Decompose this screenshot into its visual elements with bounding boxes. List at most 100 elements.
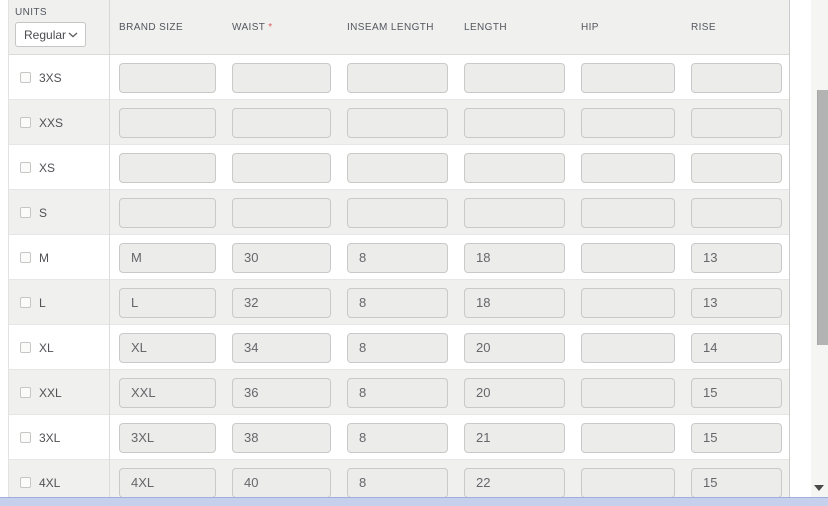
measurement-input-xs-length[interactable] — [464, 152, 565, 183]
measurement-cell — [223, 197, 338, 228]
horizontal-scrollbar[interactable] — [0, 497, 828, 506]
measurement-input-l-rise[interactable] — [691, 287, 782, 318]
measurement-cell — [223, 107, 338, 138]
measurement-cell — [455, 467, 572, 498]
row-size-label: XS — [39, 160, 56, 175]
measurement-input-3xs-length[interactable] — [464, 62, 565, 93]
measurement-input-s-inseam-length[interactable] — [347, 197, 448, 228]
measurement-input-3xs-brand-size[interactable] — [119, 62, 216, 93]
measurement-input-l-brand-size[interactable] — [119, 287, 216, 318]
measurement-cell — [223, 242, 338, 273]
measurement-input-l-inseam-length[interactable] — [347, 287, 448, 318]
measurement-input-4xl-inseam-length[interactable] — [347, 467, 448, 498]
row-checkbox[interactable] — [20, 387, 31, 398]
table-row-s: S — [9, 190, 789, 235]
measurement-input-l-hip[interactable] — [581, 287, 675, 318]
row-checkbox[interactable] — [20, 342, 31, 353]
measurement-input-3xl-rise[interactable] — [691, 422, 782, 453]
measurement-input-xxl-brand-size[interactable] — [119, 377, 216, 408]
column-header-inseam-length: INSEAM LENGTH — [347, 22, 434, 33]
measurement-cell — [572, 467, 682, 498]
measurement-input-xl-hip[interactable] — [581, 332, 675, 363]
measurement-cell — [110, 332, 223, 363]
row-checkbox[interactable] — [20, 117, 31, 128]
measurement-input-m-waist[interactable] — [232, 242, 331, 273]
measurement-input-3xs-inseam-length[interactable] — [347, 62, 448, 93]
measurement-cell — [110, 242, 223, 273]
measurement-input-s-waist[interactable] — [232, 197, 331, 228]
row-checkbox[interactable] — [20, 72, 31, 83]
measurement-input-3xs-rise[interactable] — [691, 62, 782, 93]
measurement-input-3xs-waist[interactable] — [232, 62, 331, 93]
measurement-input-xxl-inseam-length[interactable] — [347, 377, 448, 408]
measurement-input-m-hip[interactable] — [581, 242, 675, 273]
measurement-input-3xl-length[interactable] — [464, 422, 565, 453]
measurement-input-xxl-waist[interactable] — [232, 377, 331, 408]
measurement-input-xs-hip[interactable] — [581, 152, 675, 183]
row-size-label: M — [39, 250, 49, 265]
measurement-input-xxs-length[interactable] — [464, 107, 565, 138]
measurement-input-xl-waist[interactable] — [232, 332, 331, 363]
measurement-input-xxs-waist[interactable] — [232, 107, 331, 138]
measurement-input-xs-rise[interactable] — [691, 152, 782, 183]
measurement-cell — [682, 377, 789, 408]
measurement-input-4xl-length[interactable] — [464, 467, 565, 498]
measurement-input-xxl-hip[interactable] — [581, 377, 675, 408]
row-checkbox[interactable] — [20, 477, 31, 488]
measurement-input-m-length[interactable] — [464, 242, 565, 273]
vertical-scrollbar-track[interactable] — [811, 0, 828, 497]
measurement-input-3xl-hip[interactable] — [581, 422, 675, 453]
measurement-input-3xl-inseam-length[interactable] — [347, 422, 448, 453]
measurement-input-xl-brand-size[interactable] — [119, 332, 216, 363]
scroll-down-arrow-icon[interactable] — [814, 485, 824, 491]
measurement-input-xs-brand-size[interactable] — [119, 152, 216, 183]
measurement-input-xs-inseam-length[interactable] — [347, 152, 448, 183]
measurement-input-4xl-rise[interactable] — [691, 467, 782, 498]
measurement-input-m-inseam-length[interactable] — [347, 242, 448, 273]
vertical-scrollbar-thumb[interactable] — [817, 90, 828, 345]
measurement-input-s-hip[interactable] — [581, 197, 675, 228]
measurement-input-s-brand-size[interactable] — [119, 197, 216, 228]
measurement-input-s-length[interactable] — [464, 197, 565, 228]
measurement-input-xxs-rise[interactable] — [691, 107, 782, 138]
measurement-input-4xl-waist[interactable] — [232, 467, 331, 498]
row-checkbox[interactable] — [20, 162, 31, 173]
measurement-cell — [110, 287, 223, 318]
column-header-length: LENGTH — [464, 22, 507, 33]
measurement-input-s-rise[interactable] — [691, 197, 782, 228]
units-select[interactable]: Regular — [15, 22, 86, 47]
table-row-3xl: 3XL — [9, 415, 789, 460]
measurement-input-xxl-rise[interactable] — [691, 377, 782, 408]
measurement-cell — [110, 377, 223, 408]
measurement-input-xxl-length[interactable] — [464, 377, 565, 408]
row-label-cell: 3XS — [9, 55, 110, 100]
measurement-input-4xl-hip[interactable] — [581, 467, 675, 498]
row-checkbox[interactable] — [20, 432, 31, 443]
units-label: UNITS — [15, 7, 47, 18]
measurement-input-xl-rise[interactable] — [691, 332, 782, 363]
measurement-input-m-brand-size[interactable] — [119, 242, 216, 273]
measurement-input-4xl-brand-size[interactable] — [119, 467, 216, 498]
measurement-input-3xl-waist[interactable] — [232, 422, 331, 453]
row-checkbox[interactable] — [20, 297, 31, 308]
row-label-cell: M — [9, 235, 110, 280]
measurement-input-xxs-brand-size[interactable] — [119, 107, 216, 138]
measurement-input-xxs-hip[interactable] — [581, 107, 675, 138]
measurement-input-xl-length[interactable] — [464, 332, 565, 363]
measurement-input-xxs-inseam-length[interactable] — [347, 107, 448, 138]
row-checkbox[interactable] — [20, 252, 31, 263]
measurement-input-xl-inseam-length[interactable] — [347, 332, 448, 363]
measurement-input-m-rise[interactable] — [691, 242, 782, 273]
column-header-rise: RISE — [691, 22, 716, 33]
measurement-cell — [110, 107, 223, 138]
measurement-input-l-waist[interactable] — [232, 287, 331, 318]
row-checkbox[interactable] — [20, 207, 31, 218]
measurement-input-3xl-brand-size[interactable] — [119, 422, 216, 453]
row-size-label: XL — [39, 340, 54, 355]
measurement-cell — [455, 197, 572, 228]
measurement-input-xs-waist[interactable] — [232, 152, 331, 183]
row-size-label: 4XL — [39, 475, 61, 490]
measurement-input-l-length[interactable] — [464, 287, 565, 318]
measurement-cell — [223, 62, 338, 93]
measurement-input-3xs-hip[interactable] — [581, 62, 675, 93]
